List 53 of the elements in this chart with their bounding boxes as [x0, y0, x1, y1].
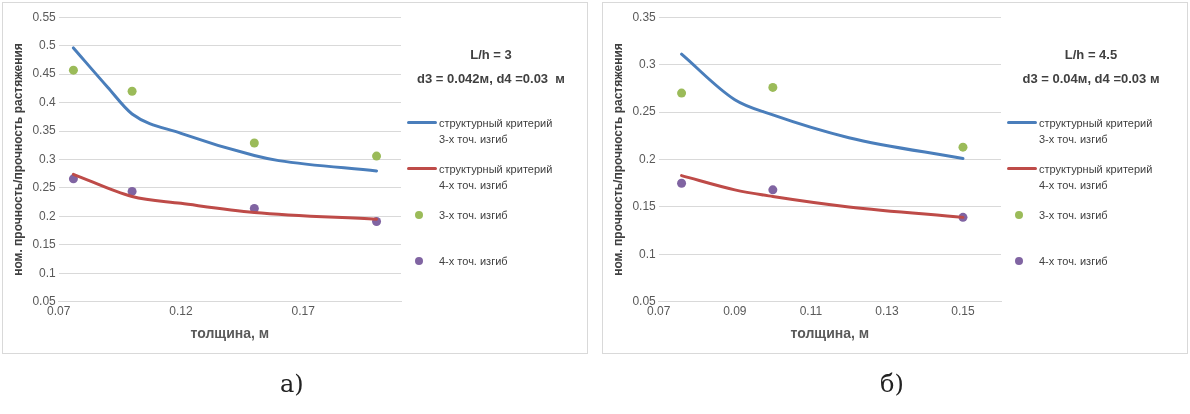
- y-tick-label: 0.45: [32, 66, 57, 81]
- x-axis-title: толщина, м: [790, 325, 870, 342]
- point: [249, 138, 259, 148]
- point: [677, 88, 687, 98]
- y-tick-label: 0.55: [32, 9, 57, 24]
- x-tick-label: 0.15: [951, 304, 975, 319]
- text: б): [880, 370, 904, 398]
- y-tick-label: 0.3: [39, 151, 57, 166]
- text: а): [280, 370, 304, 398]
- text: L/h = 4.5: [1064, 46, 1118, 62]
- legend-label: структурный критерий 4-х точ. изгиб: [439, 162, 554, 193]
- y-tick-label: 0.15: [32, 237, 57, 252]
- legend-label: 3-х точ. изгиб: [439, 208, 509, 223]
- y-tick-label: 0.2: [639, 151, 657, 166]
- point: [958, 142, 968, 152]
- y-tick-label: 0.35: [632, 9, 657, 24]
- y-axis-title: ном. прочность/прочность растяжения: [10, 43, 25, 276]
- y-tick-label: 0.35: [32, 123, 57, 138]
- line-series: [71, 46, 379, 173]
- y-tick-label: 0.25: [32, 180, 57, 195]
- x-axis-title: толщина, м: [190, 325, 270, 342]
- text: L/h = 3: [470, 46, 512, 62]
- y-tick-label: 0.1: [639, 246, 657, 261]
- x-tick-label: 0.13: [875, 304, 899, 319]
- legend-label: 3-х точ. изгиб: [1039, 208, 1109, 223]
- point: [68, 65, 78, 75]
- legend-label: структурный критерий 4-х точ. изгиб: [1039, 162, 1154, 193]
- point: [768, 82, 778, 92]
- y-tick-label: 0.1: [39, 265, 57, 280]
- y-tick-label: 0.25: [632, 104, 657, 119]
- y-tick-label: 0.2: [39, 208, 57, 223]
- x-tick-label: 0.12: [169, 304, 193, 319]
- point: [768, 185, 778, 195]
- y-tick-label: 0.4: [39, 94, 57, 109]
- legend-label: структурный критерий 3-х точ. изгиб: [1039, 116, 1154, 147]
- point: [677, 178, 687, 188]
- y-tick-label: 0.5: [39, 37, 57, 52]
- x-tick-label: 0.09: [723, 304, 747, 319]
- point: [372, 151, 382, 161]
- point: [127, 86, 137, 96]
- legend-label: 4-х точ. изгиб: [439, 254, 509, 269]
- x-tick-label: 0.07: [47, 304, 71, 319]
- y-tick-label: 0.15: [632, 199, 657, 214]
- x-tick-label: 0.17: [291, 304, 316, 319]
- legend-label: 4-х точ. изгиб: [1039, 254, 1109, 269]
- x-tick-label: 0.07: [647, 304, 671, 319]
- y-tick-label: 0.3: [639, 56, 657, 71]
- y-axis-title: ном. прочность/прочность растяжения: [610, 43, 625, 276]
- x-tick-label: 0.11: [799, 304, 823, 319]
- legend-label: структурный критерий 3-х точ. изгиб: [439, 116, 554, 147]
- text: d3 = 0.04м, d4 =0.03 м: [1022, 70, 1160, 86]
- text: d3 = 0.042м, d4 =0.03 м: [417, 70, 565, 86]
- line-series: [680, 52, 965, 161]
